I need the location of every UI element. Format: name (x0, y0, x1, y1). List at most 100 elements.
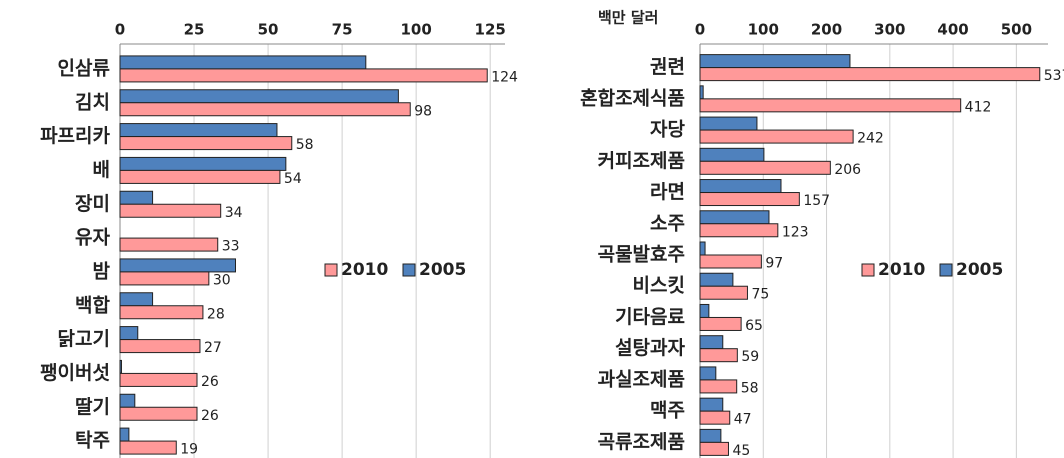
category-label: 인삼류 (58, 57, 110, 79)
x-tick-label: 400 (937, 21, 968, 39)
bar (119, 68, 488, 83)
bar (119, 372, 198, 387)
category-label: 팽이버섯 (40, 362, 110, 384)
bar (699, 303, 710, 318)
x-tick-label: 500 (1001, 21, 1032, 39)
bar (119, 203, 222, 218)
value-label: 537 (1044, 68, 1064, 84)
value-label: 124 (491, 69, 518, 85)
legend-swatch (939, 263, 953, 277)
value-label: 58 (741, 380, 759, 396)
category-label: 파프리카 (40, 125, 110, 147)
bar (699, 316, 742, 331)
legend-swatch (861, 263, 875, 277)
bar (699, 67, 1041, 82)
bar (119, 258, 236, 273)
category-label: 탁주 (75, 430, 110, 452)
value-label: 157 (803, 193, 830, 209)
x-tick-label: 200 (811, 21, 842, 39)
category-label: 백합 (75, 294, 110, 316)
category-label: 맥주 (650, 400, 685, 422)
bar (699, 147, 765, 162)
category-label: 과실조제품 (598, 368, 685, 390)
bar (119, 427, 130, 442)
category-label: 라면 (650, 181, 685, 203)
category-label: 설탕과자 (615, 337, 685, 359)
value-label: 28 (207, 306, 225, 322)
bar (699, 254, 762, 269)
bar (119, 326, 139, 341)
value-label: 58 (296, 137, 314, 153)
x-tick-label: 0 (695, 21, 705, 39)
bar (119, 440, 177, 455)
bar (699, 348, 738, 363)
category-label: 딸기 (75, 396, 110, 418)
value-label: 75 (751, 287, 769, 303)
bar (119, 237, 219, 252)
category-label: 소주 (650, 212, 685, 234)
x-tick-label: 100 (400, 21, 431, 39)
bar (699, 210, 770, 225)
bar (119, 406, 198, 421)
value-label: 26 (201, 374, 219, 390)
category-label: 밤 (93, 260, 111, 282)
bar (699, 98, 962, 113)
bar (119, 393, 136, 408)
value-label: 123 (782, 224, 809, 240)
bar (699, 335, 724, 350)
bar (699, 129, 854, 144)
x-tick-label: 300 (874, 21, 905, 39)
legend-swatch (402, 263, 416, 277)
bar (119, 89, 399, 104)
bar (699, 366, 717, 381)
bar (119, 102, 411, 117)
x-tick-label: 100 (748, 21, 779, 39)
x-tick-label: 0 (115, 21, 125, 39)
category-label: 기타음료 (615, 306, 685, 328)
category-label: 닭고기 (58, 328, 110, 350)
x-tick-label: 75 (332, 21, 353, 39)
bar (699, 441, 729, 456)
bar (699, 54, 851, 69)
bar (699, 379, 738, 394)
bar (119, 305, 204, 320)
category-label: 곡물발효주 (598, 244, 685, 266)
legend-swatch (324, 263, 338, 277)
category-label: 곡류조제품 (598, 431, 685, 453)
bar (699, 160, 831, 175)
bar (699, 223, 779, 238)
bar (699, 428, 722, 443)
unit-label: 백만 달러 (598, 9, 658, 27)
bar (119, 123, 278, 138)
value-label: 97 (765, 256, 783, 272)
value-label: 33 (222, 239, 240, 255)
value-label: 59 (741, 349, 759, 365)
value-label: 98 (414, 103, 432, 119)
category-label: 비스킷 (633, 275, 685, 297)
category-label: 유자 (75, 227, 110, 249)
bar (119, 339, 201, 354)
value-label: 206 (834, 162, 861, 178)
bar (699, 192, 800, 207)
category-label: 자당 (650, 119, 685, 141)
value-label: 54 (284, 171, 302, 187)
bar (119, 359, 122, 374)
legend-label: 2010 (878, 260, 925, 280)
bar (119, 136, 293, 151)
category-label: 배 (93, 159, 110, 181)
bar (119, 190, 154, 205)
value-label: 34 (225, 205, 243, 221)
category-label: 장미 (75, 193, 110, 215)
value-label: 19 (180, 442, 198, 458)
legend-label: 2005 (419, 260, 466, 280)
value-label: 65 (745, 318, 763, 334)
bar (119, 271, 210, 286)
category-label: 권련 (650, 56, 685, 78)
bar (119, 55, 367, 70)
bar (119, 169, 281, 184)
category-label: 혼합조제식품 (580, 86, 685, 109)
value-label: 27 (204, 340, 222, 356)
x-tick-label: 125 (475, 21, 506, 39)
bar (699, 410, 731, 425)
